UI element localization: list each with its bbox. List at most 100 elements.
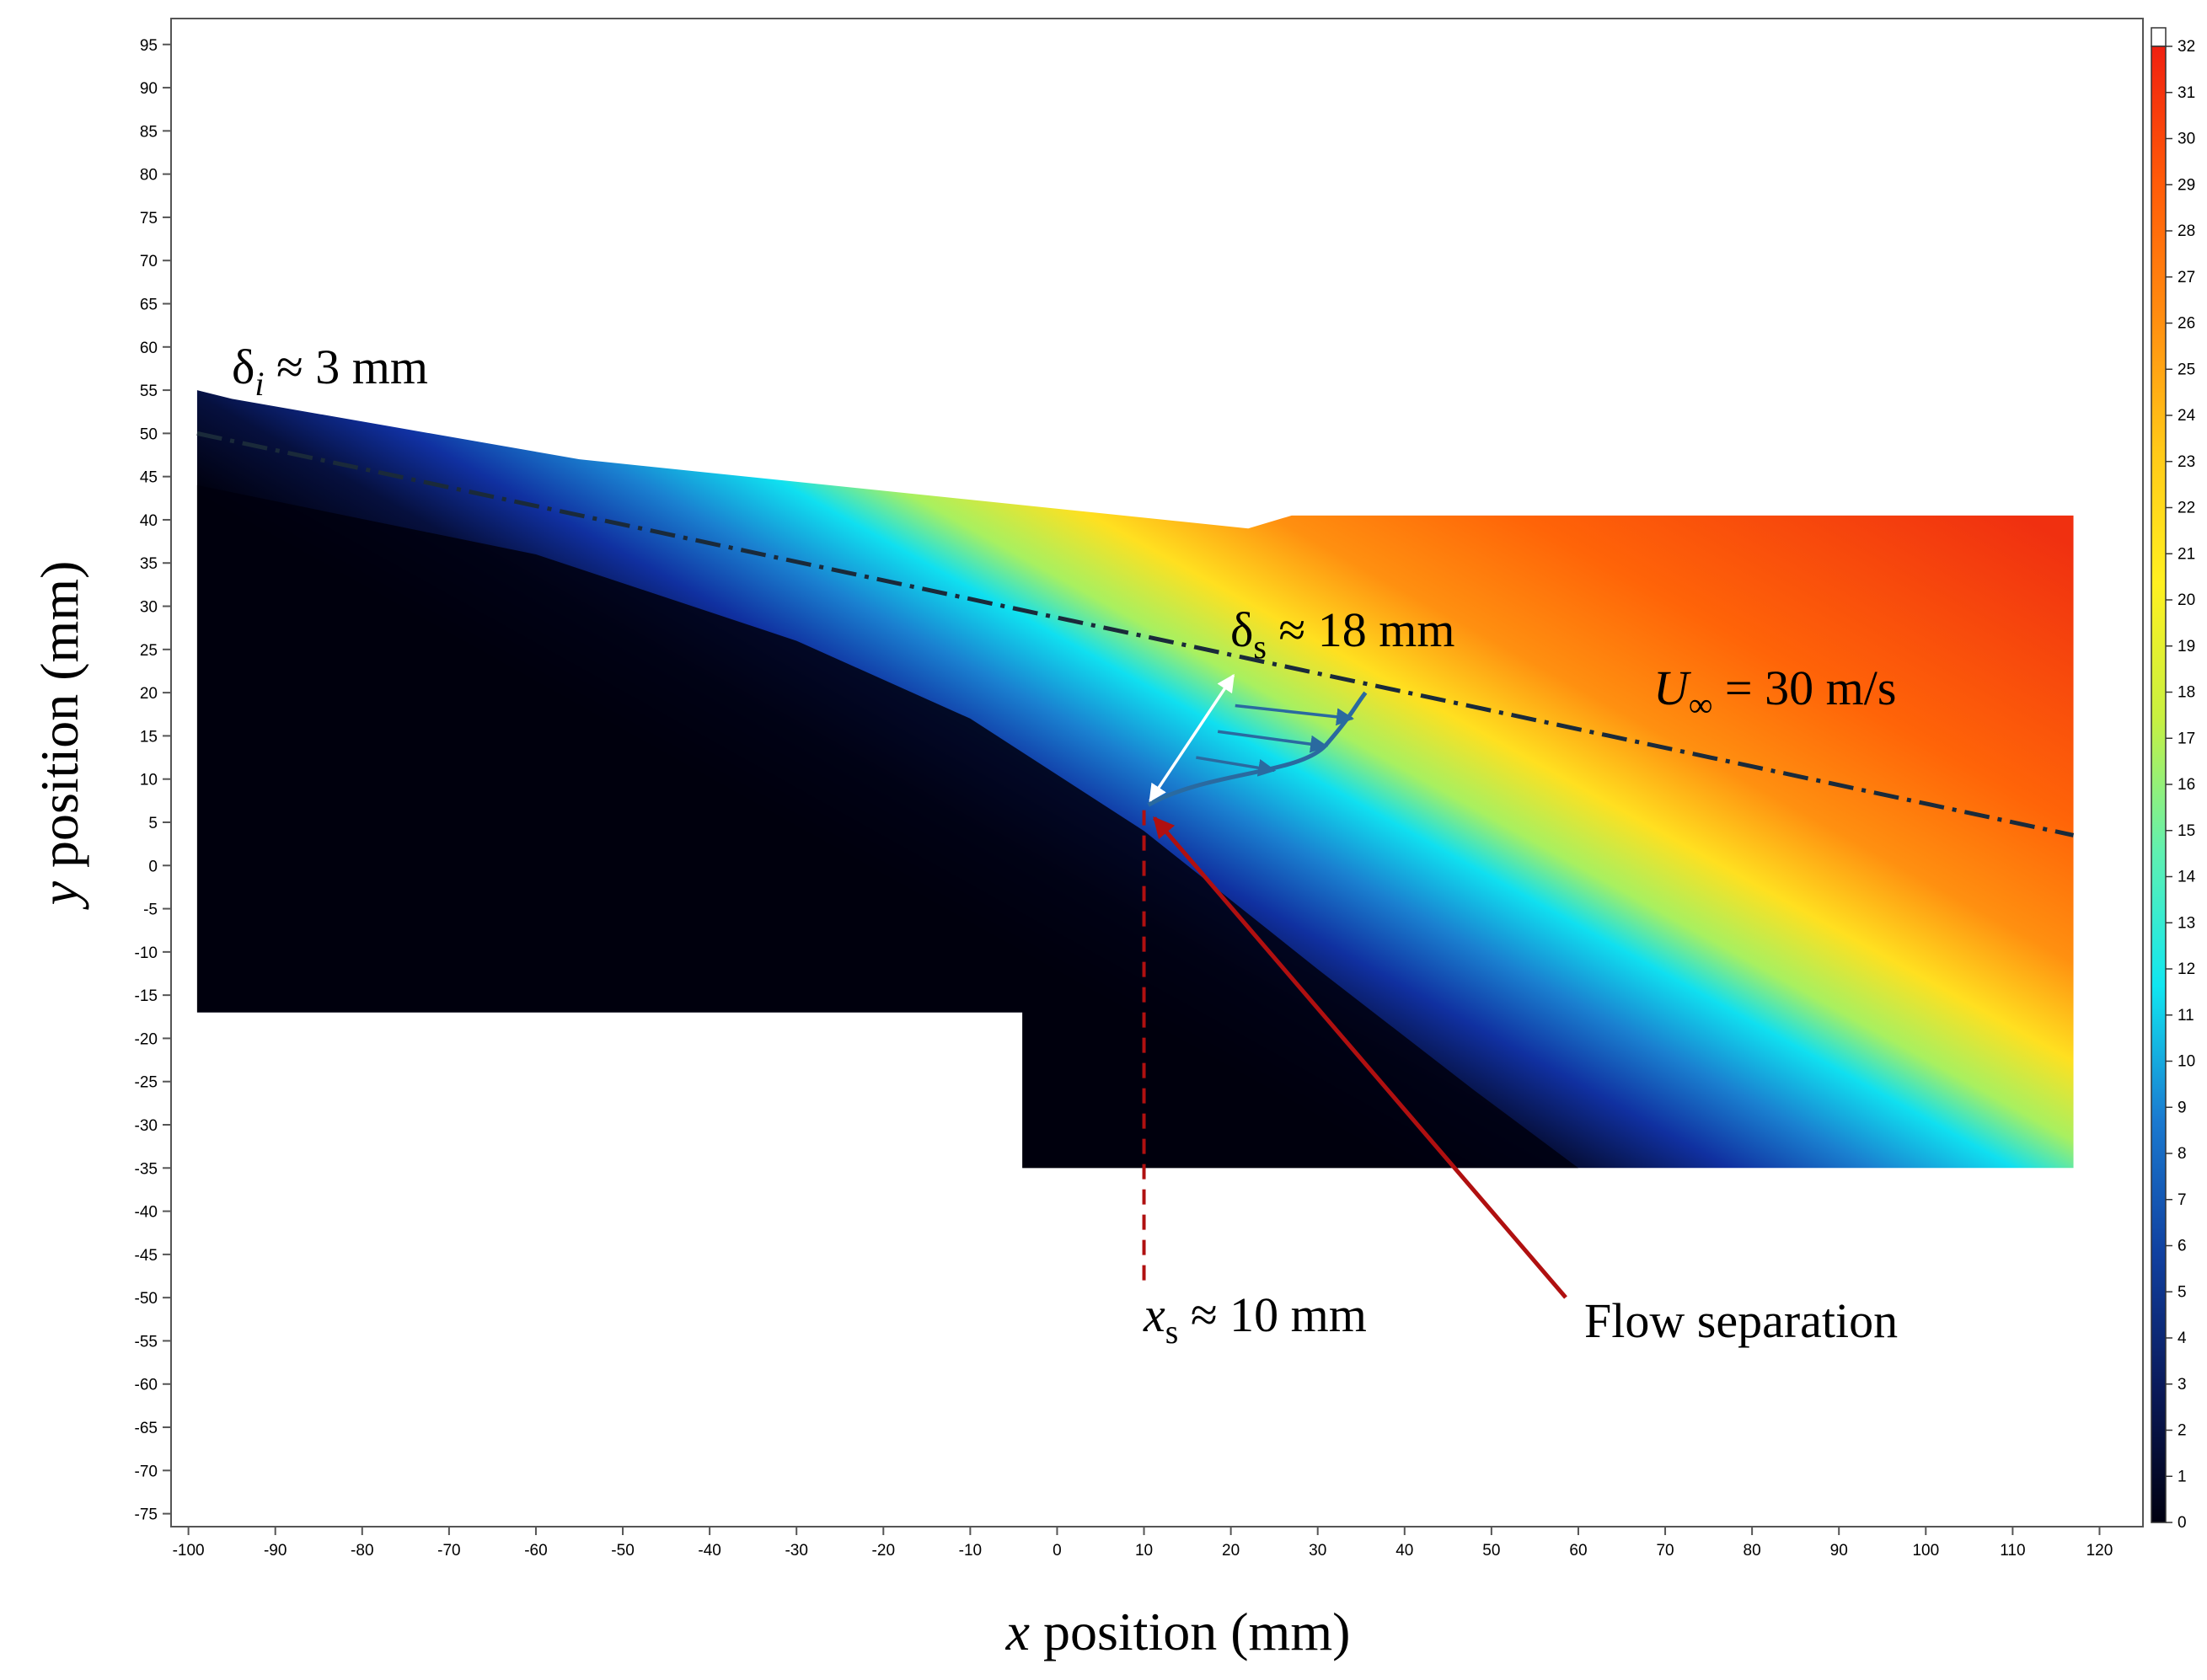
delta-i-symbol: δ [232, 340, 254, 394]
x-s-sub: s [1165, 1313, 1179, 1351]
colorbar-tick-label: 4 [2178, 1330, 2187, 1347]
shear-layer-thickness-arrow [1149, 673, 1235, 803]
colorbar-tick-label: 12 [2178, 960, 2195, 978]
flow-separation-arrow [1153, 816, 1567, 1299]
colorbar-tick-label: 27 [2178, 269, 2195, 286]
x-axis-label-var: x [1005, 1602, 1030, 1661]
x-axis-label-rest: position (mm) [1030, 1602, 1350, 1661]
y-tick-label: -35 [135, 1160, 158, 1178]
x-tick-label: 0 [1053, 1542, 1062, 1560]
y-tick-label: -60 [135, 1377, 158, 1394]
x-tick-label: -50 [611, 1542, 634, 1560]
x-tick-label: 80 [1744, 1542, 1761, 1560]
shear-layer-edge-line [196, 431, 2075, 837]
colorbar-tick-label: 16 [2178, 776, 2195, 794]
x-tick-label: 120 [2086, 1542, 2113, 1560]
x-tick-label: -100 [173, 1542, 205, 1560]
y-axis-ticks: 95908580757065605550454035302520151050-5… [135, 37, 171, 1524]
x-s-rest: ≈ 10 mm [1178, 1287, 1367, 1342]
x-s-annotation: xs ≈ 10 mm [1143, 1287, 1367, 1351]
colorbar-top-cap [2151, 27, 2167, 47]
colorbar-ticks: 3231302928272625242322212019181716151413… [2166, 38, 2196, 1532]
u-inf-sub: ∞ [1689, 686, 1713, 724]
y-tick-label: 40 [140, 512, 158, 530]
y-tick-label: 90 [140, 80, 158, 98]
colorbar-tick-label: 1 [2178, 1468, 2187, 1485]
y-tick-label: 80 [140, 167, 158, 185]
x-tick-label: 110 [2000, 1542, 2025, 1560]
colorbar-tick-label: 23 [2178, 453, 2195, 471]
y-tick-label: -50 [135, 1290, 158, 1308]
colorbar-tick-label: 2 [2178, 1422, 2187, 1440]
u-inf-annotation: U∞ = 30 m/s [1653, 661, 1896, 724]
colorbar-tick-label: 25 [2178, 361, 2195, 378]
y-tick-label: 0 [148, 858, 158, 875]
y-tick-label: 15 [140, 728, 158, 746]
x-tick-label: -20 [872, 1542, 895, 1560]
x-tick-label: -40 [698, 1542, 720, 1560]
colorbar-tick-label: 17 [2178, 730, 2195, 747]
y-tick-label: 45 [140, 469, 158, 487]
y-tick-label: 70 [140, 253, 158, 270]
y-tick-label: -55 [135, 1333, 158, 1351]
y-tick-label: -65 [135, 1420, 158, 1437]
y-tick-label: 85 [140, 123, 158, 141]
colorbar-tick-label: 3 [2178, 1376, 2187, 1394]
y-tick-label: 50 [140, 425, 158, 443]
colorbar-tick-label: 22 [2178, 500, 2195, 517]
delta-i-rest: ≈ 3 mm [264, 340, 428, 394]
y-tick-label: -45 [135, 1247, 158, 1265]
x-tick-label: 30 [1309, 1542, 1326, 1560]
u-inf-symbol: U [1653, 661, 1692, 715]
x-axis-ticks: -100 -90 -80 -70 -60 -50 -40 -30 -20 -10 0 10 20 30 40… [173, 1527, 2113, 1560]
colorbar-tick-label: 11 [2178, 1007, 2194, 1025]
y-axis-label: y position (mm) [29, 561, 89, 911]
x-tick-label: -70 [437, 1542, 460, 1560]
y-tick-label: -15 [135, 987, 158, 1005]
y-tick-label: 60 [140, 340, 158, 357]
colorbar-tick-label: 32 [2178, 38, 2195, 56]
colorbar-scale [2151, 45, 2167, 1523]
u-inf-rest: = 30 m/s [1712, 661, 1896, 715]
profile-arrow [1235, 704, 1355, 726]
delta-s-sub: s [1253, 628, 1267, 666]
colorbar-tick-label: 20 [2178, 591, 2195, 609]
delta-i-annotation: δi ≈ 3 mm [232, 340, 428, 403]
separated-region-core [196, 484, 1578, 1169]
delta-s-annotation: δs ≈ 18 mm [1230, 602, 1454, 666]
velocity-field [196, 390, 2074, 1169]
colorbar-tick-label: 18 [2178, 684, 2195, 702]
colorbar-tick-label: 9 [2178, 1099, 2187, 1116]
velocity-profile-sketch [1147, 673, 1368, 807]
y-tick-label: -40 [135, 1204, 158, 1222]
colorbar-tick-label: 5 [2178, 1283, 2187, 1301]
x-tick-label: 20 [1222, 1542, 1240, 1560]
y-tick-label: 95 [140, 37, 158, 55]
colorbar-tick-label: 29 [2178, 176, 2195, 194]
y-tick-label: 35 [140, 555, 158, 573]
colorbar-tick-label: 15 [2178, 822, 2195, 840]
y-tick-label: 55 [140, 383, 158, 400]
y-tick-label: 25 [140, 642, 158, 660]
y-tick-label: -10 [135, 944, 158, 962]
y-tick-label: 20 [140, 685, 158, 703]
colorbar-tick-label: 8 [2178, 1145, 2187, 1163]
x-tick-label: 50 [1482, 1542, 1500, 1560]
flow-separation-label: Flow separation [1584, 1293, 1898, 1348]
x-tick-label: -30 [785, 1542, 807, 1560]
x-s-symbol: x [1143, 1287, 1165, 1342]
colorbar-tick-label: 19 [2178, 638, 2195, 655]
colorbar-tick-label: 31 [2178, 84, 2195, 102]
x-axis-label: x position (mm) [1005, 1602, 1351, 1661]
delta-s-symbol: δ [1230, 602, 1253, 657]
delta-i-sub: i [254, 365, 264, 403]
profile-arrow [1217, 730, 1329, 753]
x-tick-label: 70 [1656, 1542, 1674, 1560]
colorbar-tick-label: 30 [2178, 131, 2195, 148]
x-tick-label: -10 [959, 1542, 982, 1560]
colorbar-tick-label: 21 [2178, 545, 2195, 563]
x-tick-label: -60 [524, 1542, 547, 1560]
delta-s-rest: ≈ 18 mm [1267, 602, 1455, 657]
colorbar-tick-label: 26 [2178, 315, 2195, 333]
